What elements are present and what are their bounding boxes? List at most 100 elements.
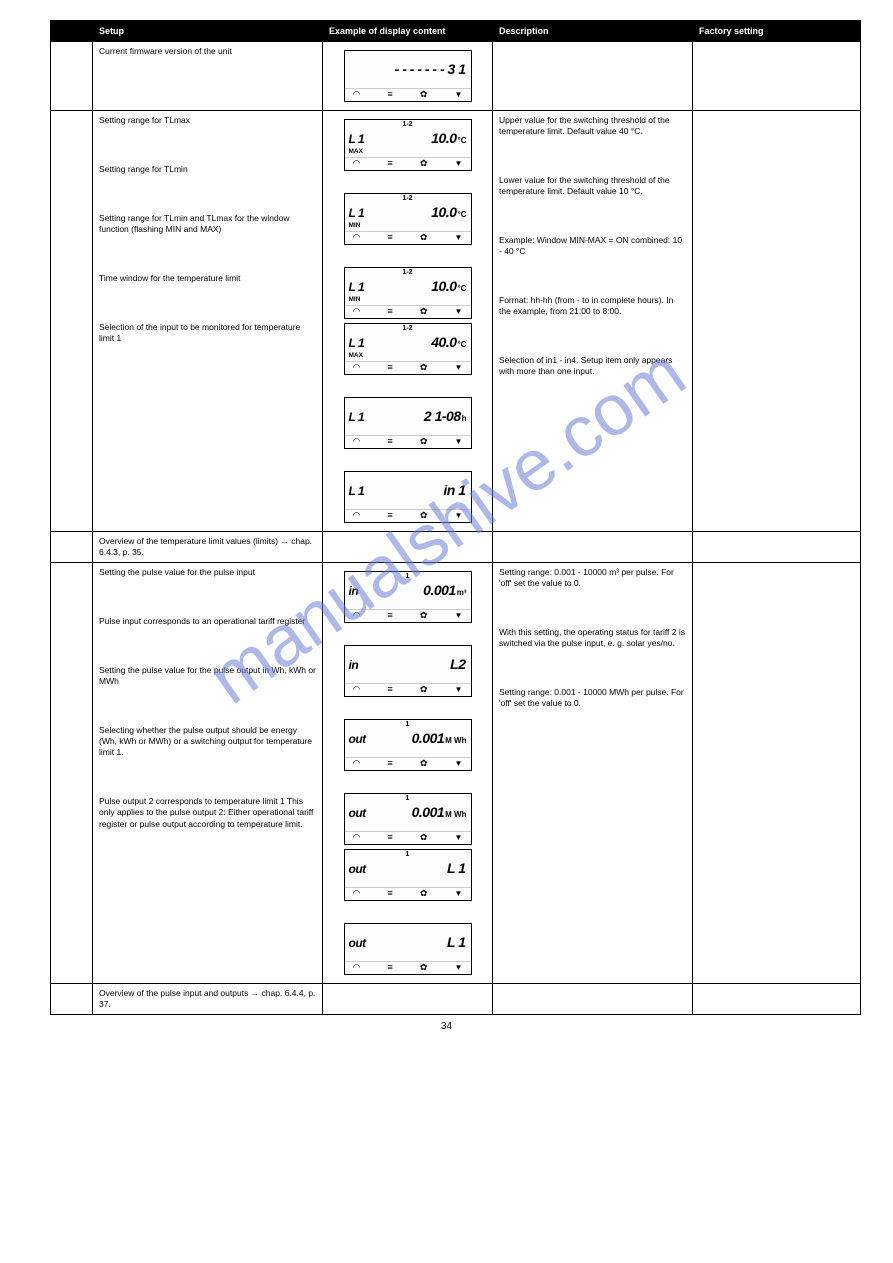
row-description: Upper value for the switching threshold … xyxy=(493,111,693,532)
gear-icon: ✿ xyxy=(420,833,428,842)
lcd-display: 1out0.001M Wh◠≡✿▼ xyxy=(344,793,472,845)
lcd-display: 1out0.001M Wh◠≡✿▼ xyxy=(344,719,472,771)
table-row: Overview of the temperature limit values… xyxy=(51,532,861,563)
gauge-icon: ◠ xyxy=(353,963,361,972)
row-index xyxy=(51,563,93,984)
row-description xyxy=(493,42,693,111)
header-description: Description xyxy=(493,21,693,42)
list-icon: ≡ xyxy=(387,685,392,694)
row-setup: Setting the pulse value for the pulse in… xyxy=(93,563,323,984)
gauge-icon: ◠ xyxy=(353,233,361,242)
gear-icon: ✿ xyxy=(420,685,428,694)
page-number: 34 xyxy=(20,1021,873,1032)
arrow-down-icon: ▼ xyxy=(455,234,463,242)
gear-icon: ✿ xyxy=(420,889,428,898)
row-setup: Overview of the pulse input and outputs … xyxy=(93,984,323,1015)
arrow-down-icon: ▼ xyxy=(455,438,463,446)
arrow-down-icon: ▼ xyxy=(455,890,463,898)
table-row: Setting the pulse value for the pulse in… xyxy=(51,563,861,984)
header-factory: Factory setting xyxy=(693,21,861,42)
gauge-icon: ◠ xyxy=(353,511,361,520)
gauge-icon: ◠ xyxy=(353,437,361,446)
arrow-down-icon: ▼ xyxy=(455,760,463,768)
row-factory xyxy=(693,111,861,532)
lcd-display: 1-2L 110.0°CMIN◠≡✿▼ xyxy=(344,267,472,319)
row-index xyxy=(51,984,93,1015)
gear-icon: ✿ xyxy=(420,963,428,972)
row-setup: Setting range for TLmaxSetting range for… xyxy=(93,111,323,532)
row-setup: Current firmware version of the unit xyxy=(93,42,323,111)
gauge-icon: ◠ xyxy=(353,833,361,842)
gear-icon: ✿ xyxy=(420,363,428,372)
arrow-down-icon: ▼ xyxy=(455,364,463,372)
gauge-icon: ◠ xyxy=(353,307,361,316)
row-index xyxy=(51,532,93,563)
header-display: Example of display content xyxy=(323,21,493,42)
list-icon: ≡ xyxy=(387,90,392,99)
table-row: Overview of the pulse input and outputs … xyxy=(51,984,861,1015)
row-description: Setting range: 0.001 - 10000 m³ per puls… xyxy=(493,563,693,984)
arrow-down-icon: ▼ xyxy=(455,160,463,168)
gauge-icon: ◠ xyxy=(353,611,361,620)
gauge-icon: ◠ xyxy=(353,759,361,768)
gear-icon: ✿ xyxy=(420,611,428,620)
row-factory xyxy=(693,42,861,111)
list-icon: ≡ xyxy=(387,233,392,242)
gear-icon: ✿ xyxy=(420,437,428,446)
lcd-display: 1-2L 110.0°CMIN◠≡✿▼ xyxy=(344,193,472,245)
lcd-display: - - - - - - - 3 1◠≡✿▼ xyxy=(344,50,472,102)
list-icon: ≡ xyxy=(387,307,392,316)
row-display: - - - - - - - 3 1◠≡✿▼ xyxy=(323,42,493,111)
list-icon: ≡ xyxy=(387,963,392,972)
gear-icon: ✿ xyxy=(420,307,428,316)
settings-table: Setup Example of display content Descrip… xyxy=(50,20,861,1015)
header-blank xyxy=(51,21,93,42)
row-description xyxy=(493,532,693,563)
gauge-icon: ◠ xyxy=(353,90,361,99)
arrow-down-icon: ▼ xyxy=(455,308,463,316)
arrow-down-icon: ▼ xyxy=(455,834,463,842)
lcd-display: 1-2L 140.0°CMAX◠≡✿▼ xyxy=(344,323,472,375)
list-icon: ≡ xyxy=(387,437,392,446)
gauge-icon: ◠ xyxy=(353,685,361,694)
row-display: 1-2L 110.0°CMAX◠≡✿▼1-2L 110.0°CMIN◠≡✿▼1-… xyxy=(323,111,493,532)
lcd-display: 1in0.001m³◠≡✿▼ xyxy=(344,571,472,623)
list-icon: ≡ xyxy=(387,511,392,520)
gear-icon: ✿ xyxy=(420,759,428,768)
table-row: Current firmware version of the unit- - … xyxy=(51,42,861,111)
lcd-display: 1-2L 110.0°CMAX◠≡✿▼ xyxy=(344,119,472,171)
row-factory xyxy=(693,984,861,1015)
lcd-display: L 12 1-08h◠≡✿▼ xyxy=(344,397,472,449)
arrow-down-icon: ▼ xyxy=(455,686,463,694)
row-factory xyxy=(693,563,861,984)
gear-icon: ✿ xyxy=(420,90,428,99)
gear-icon: ✿ xyxy=(420,159,428,168)
lcd-display: L 1in 1◠≡✿▼ xyxy=(344,471,472,523)
table-row: Setting range for TLmaxSetting range for… xyxy=(51,111,861,532)
lcd-display: 1outL 1◠≡✿▼ xyxy=(344,849,472,901)
arrow-down-icon: ▼ xyxy=(455,512,463,520)
list-icon: ≡ xyxy=(387,159,392,168)
row-index xyxy=(51,42,93,111)
gauge-icon: ◠ xyxy=(353,159,361,168)
list-icon: ≡ xyxy=(387,363,392,372)
table-body: Current firmware version of the unit- - … xyxy=(51,42,861,1015)
gear-icon: ✿ xyxy=(420,511,428,520)
row-setup: Overview of the temperature limit values… xyxy=(93,532,323,563)
list-icon: ≡ xyxy=(387,759,392,768)
row-index xyxy=(51,111,93,532)
row-display xyxy=(323,532,493,563)
gauge-icon: ◠ xyxy=(353,889,361,898)
list-icon: ≡ xyxy=(387,889,392,898)
list-icon: ≡ xyxy=(387,611,392,620)
arrow-down-icon: ▼ xyxy=(455,612,463,620)
row-display: 1in0.001m³◠≡✿▼inL2◠≡✿▼1out0.001M Wh◠≡✿▼1… xyxy=(323,563,493,984)
gauge-icon: ◠ xyxy=(353,363,361,372)
row-factory xyxy=(693,532,861,563)
row-display xyxy=(323,984,493,1015)
table-header-row: Setup Example of display content Descrip… xyxy=(51,21,861,42)
gear-icon: ✿ xyxy=(420,233,428,242)
lcd-display: outL 1◠≡✿▼ xyxy=(344,923,472,975)
header-setup: Setup xyxy=(93,21,323,42)
arrow-down-icon: ▼ xyxy=(455,964,463,972)
